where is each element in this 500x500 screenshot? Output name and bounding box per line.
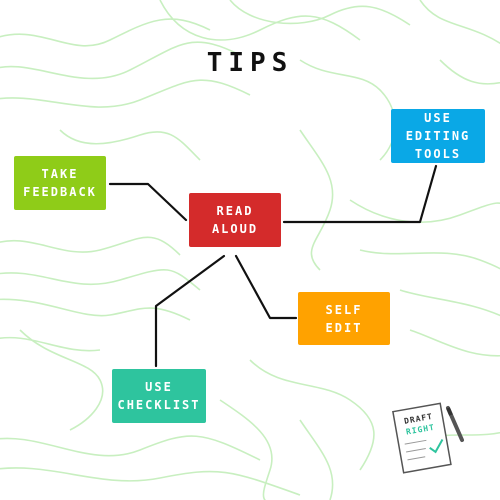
logo-check-icon	[429, 439, 444, 454]
connector-read-aloud-to-editing-tools	[282, 164, 438, 224]
logo-paper	[392, 402, 452, 474]
draft-right-logo: DRAFT RIGHT	[392, 402, 464, 474]
logo-pencil-icon	[446, 406, 464, 442]
node-use-checklist: USE CHECKLIST	[112, 369, 206, 423]
connector-read-aloud-to-checklist	[154, 254, 226, 368]
node-read-aloud: READ ALOUD	[189, 193, 281, 247]
page-title: TIPS	[206, 48, 294, 78]
node-take-feedback: TAKE FEEDBACK	[14, 156, 106, 210]
connector-take-feedback-to-read-aloud	[108, 182, 188, 222]
node-use-editing-tools: USE EDITING TOOLS	[391, 109, 485, 163]
node-self-edit: SELF EDIT	[298, 292, 390, 345]
connector-lines	[108, 164, 438, 368]
connector-read-aloud-to-self-edit	[234, 254, 298, 320]
